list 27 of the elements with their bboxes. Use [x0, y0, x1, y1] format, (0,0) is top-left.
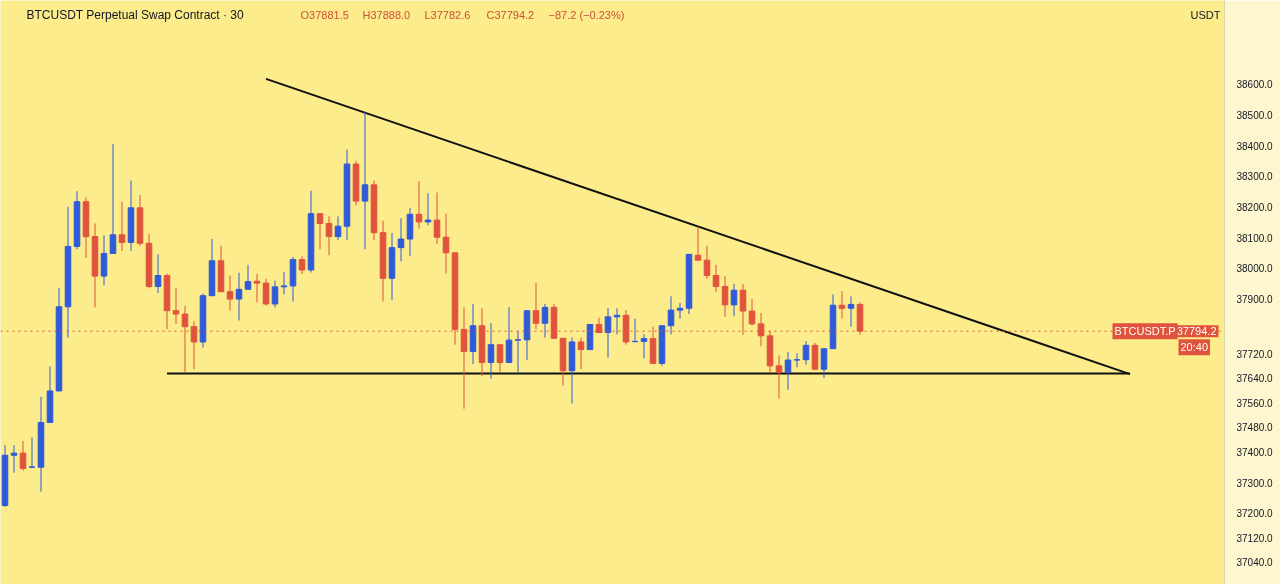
text: BTCUSDT Perpetual Swap Contract · 30 [26, 7, 245, 22]
y-tick-label: 37040.0 [1236, 557, 1274, 569]
y-tick-label: 37300.0 [1236, 477, 1274, 489]
y-tick-label: 37720.0 [1236, 348, 1274, 360]
y-tick-label: 37480.0 [1236, 422, 1274, 434]
y-tick-label: 37120.0 [1236, 532, 1274, 544]
y-tick-label: 38100.0 [1236, 232, 1274, 244]
y-tick-label: 37560.0 [1236, 397, 1274, 409]
y-tick-label: 38200.0 [1236, 201, 1274, 213]
y-tick-label: 37400.0 [1236, 446, 1274, 458]
y-tick-label: 37900.0 [1236, 293, 1274, 305]
ref-line-label: 37794.2 [1176, 325, 1217, 338]
y-tick-label: 38000.0 [1236, 263, 1274, 275]
annotation: 20:40 [1180, 341, 1209, 354]
y-tick-label: 38600.0 [1236, 79, 1274, 91]
y-tick-label: 38400.0 [1236, 140, 1274, 152]
y-tick-label: 37640.0 [1236, 373, 1274, 385]
annotation: −87.2 (−0.23%) [548, 8, 625, 21]
y-tick-label: 37200.0 [1236, 508, 1274, 520]
y-tick-label: 38500.0 [1236, 110, 1274, 122]
annotation: H37888.0 [362, 8, 411, 21]
annotation: BTCUSDT.P [1114, 325, 1176, 338]
annotation: C37794.2 [486, 8, 535, 21]
y-tick-label: 38300.0 [1236, 171, 1274, 183]
annotation: O37881.5 [300, 8, 349, 21]
annotation: USDT [1190, 8, 1221, 21]
annotation: L37782.6 [424, 8, 471, 21]
